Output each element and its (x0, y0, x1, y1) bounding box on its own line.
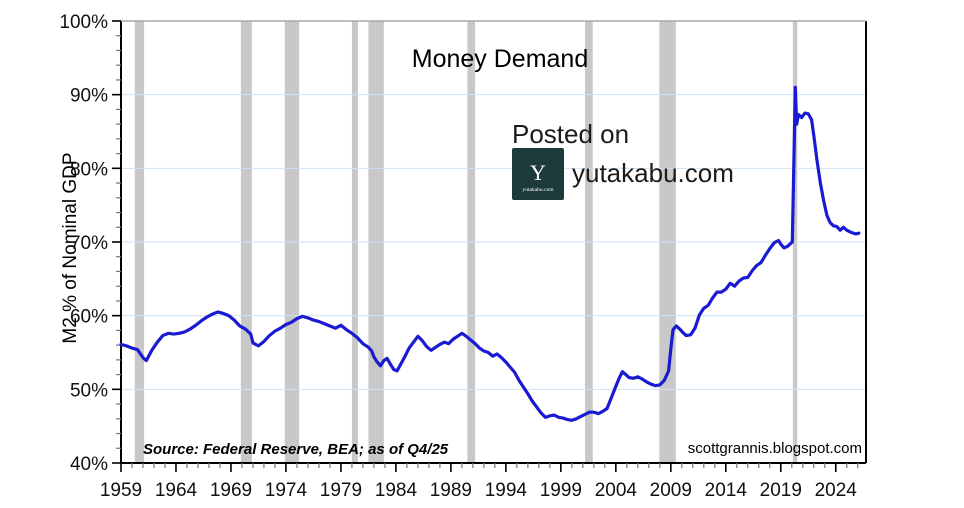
watermark-line-2: yutakabu.com (572, 158, 734, 188)
x-tick-label: 2004 (595, 480, 638, 501)
x-tick-label: 1964 (155, 480, 198, 501)
x-tick-label: 1999 (540, 480, 582, 501)
x-tick-label: 1989 (430, 480, 472, 501)
watermark-logo-letter: Y (530, 160, 546, 185)
grid-lines (121, 94, 866, 390)
y-tick-label: 40% (70, 454, 108, 475)
source-note: Source: Federal Reserve, BEA; as of Q4/2… (143, 441, 449, 458)
x-tick-label: 2024 (815, 480, 858, 501)
y-axis-ticks (112, 20, 121, 464)
x-tick-label: 1979 (320, 480, 362, 501)
x-tick-label: 1969 (210, 480, 252, 501)
x-tick-label: 2019 (760, 480, 802, 501)
watermark-logo-box (512, 148, 564, 200)
x-axis-tick-labels: 1959 1964 1969 1974 1979 1984 1989 1994 1999 2004… (100, 480, 857, 501)
y-tick-label: 80% (70, 159, 108, 180)
chart-title: Money Demand (412, 45, 588, 73)
x-tick-label: 2014 (705, 480, 748, 501)
x-tick-label: 1994 (485, 480, 528, 501)
data-series-line (119, 85, 861, 422)
x-tick-label: 1984 (375, 480, 418, 501)
y-tick-label: 90% (70, 86, 108, 107)
x-tick-label: 1959 (100, 480, 142, 501)
watermark-line-1: Posted on (512, 119, 629, 149)
y-axis-title: M2 % of Nominal GDP (60, 152, 81, 343)
watermark-logo-subtext: yutakabu.com (522, 187, 554, 193)
series-line (119, 85, 861, 422)
watermark: Posted on Y yutakabu.com yutakabu.com (512, 119, 734, 200)
x-tick-label: 1974 (265, 480, 308, 501)
y-tick-label: 50% (70, 380, 108, 401)
y-tick-label: 100% (59, 12, 108, 33)
y-tick-label: 70% (70, 233, 108, 254)
credit-note: scottgrannis.blogspot.com (688, 440, 862, 457)
x-axis-ticks (120, 463, 859, 472)
y-tick-label: 60% (70, 307, 108, 328)
y-axis-tick-labels: 40% 50% 60% 70% 80% 90% 100% (59, 12, 108, 475)
x-tick-label: 2009 (650, 480, 692, 501)
